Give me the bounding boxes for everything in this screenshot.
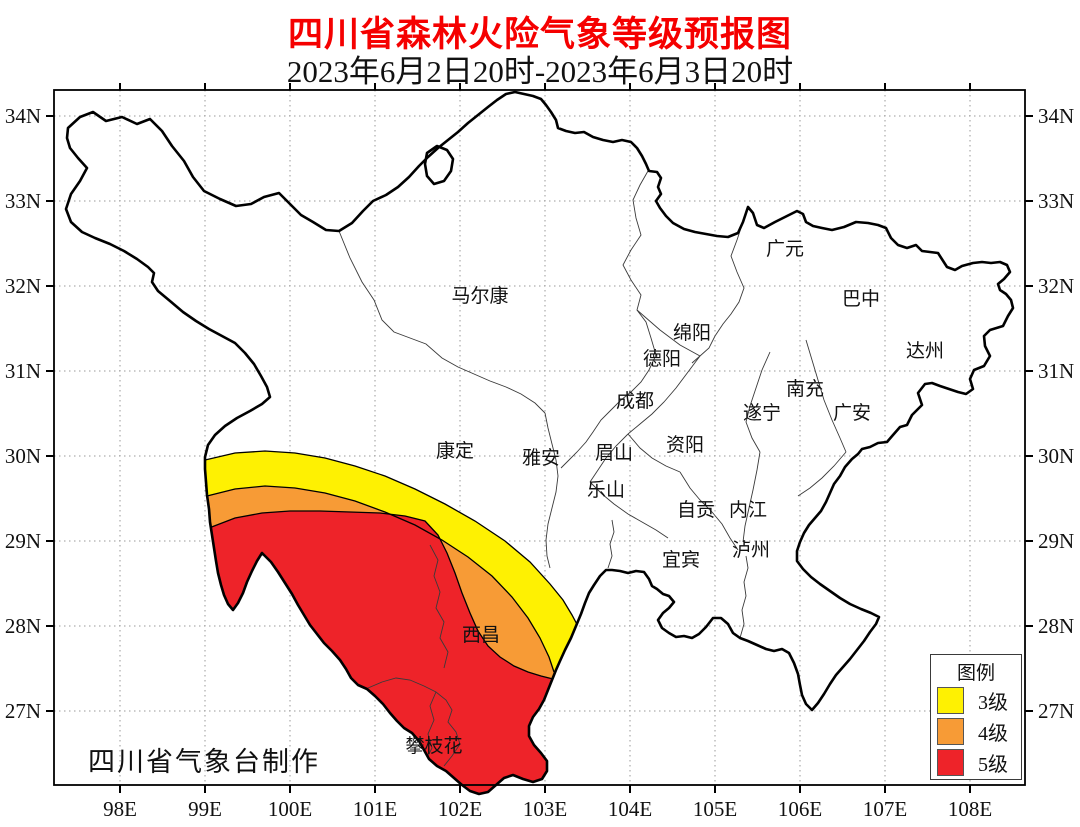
x-axis-label: 105E bbox=[693, 797, 737, 821]
city-label: 成都 bbox=[616, 390, 654, 412]
legend-swatch bbox=[937, 749, 964, 776]
axis-ticks bbox=[46, 83, 1033, 793]
x-axis-label: 107E bbox=[863, 797, 907, 821]
city-label: 西昌 bbox=[462, 624, 500, 646]
y-axis-label-right: 34N bbox=[1038, 104, 1074, 128]
city-label: 自贡 bbox=[677, 499, 715, 521]
y-axis-label-left: 28N bbox=[5, 614, 41, 638]
legend-swatch bbox=[937, 687, 964, 714]
prefecture-borders bbox=[338, 170, 847, 767]
y-axis-label-left: 31N bbox=[5, 359, 41, 383]
risk-zone-level4-edge bbox=[206, 485, 555, 673]
y-axis-label-right: 27N bbox=[1038, 699, 1074, 723]
legend-label: 5级 bbox=[978, 754, 1008, 776]
city-label: 巴中 bbox=[842, 288, 880, 310]
y-axis-label-left: 32N bbox=[5, 274, 41, 298]
city-label: 遂宁 bbox=[743, 402, 781, 424]
legend-label: 4级 bbox=[978, 723, 1008, 745]
legend: 图例 3级 4级 5级 bbox=[930, 654, 1022, 780]
page-title: 四川省森林火险气象等级预报图 bbox=[287, 15, 792, 54]
risk-zone-level5-edge bbox=[208, 510, 554, 680]
x-axis-label: 98E bbox=[103, 797, 137, 821]
city-label: 眉山 bbox=[595, 442, 633, 464]
city-label: 宜宾 bbox=[662, 549, 700, 571]
legend-swatch bbox=[937, 718, 964, 745]
city-label: 康定 bbox=[436, 440, 474, 462]
page-subtitle: 2023年6月2日20时-2023年6月3日20时 bbox=[286, 54, 794, 89]
attribution-text: 四川省气象台制作 bbox=[88, 747, 320, 778]
y-axis-label-left: 29N bbox=[5, 529, 41, 553]
city-label: 内江 bbox=[729, 499, 767, 521]
city-label: 攀枝花 bbox=[405, 735, 462, 757]
city-label: 泸州 bbox=[732, 539, 770, 561]
city-label: 乐山 bbox=[587, 479, 625, 501]
city-label: 广安 bbox=[833, 402, 871, 424]
city-label: 绵阳 bbox=[673, 322, 711, 344]
map-frame bbox=[53, 89, 1026, 786]
y-axis-label-right: 32N bbox=[1038, 274, 1074, 298]
city-label: 广元 bbox=[766, 238, 804, 260]
x-axis-label: 102E bbox=[438, 797, 482, 821]
x-axis-label: 99E bbox=[188, 797, 222, 821]
x-axis-label: 103E bbox=[523, 797, 567, 821]
y-axis-label-right: 31N bbox=[1038, 359, 1074, 383]
x-axis-label: 104E bbox=[608, 797, 652, 821]
legend-item: 3级 bbox=[937, 685, 1021, 716]
city-label: 达州 bbox=[906, 340, 944, 362]
x-axis-label: 108E bbox=[948, 797, 992, 821]
border-enclave-loop bbox=[423, 144, 455, 186]
y-axis-label-left: 33N bbox=[5, 189, 41, 213]
y-axis-label-right: 28N bbox=[1038, 614, 1074, 638]
x-axis-label: 106E bbox=[778, 797, 822, 821]
province-boundary bbox=[64, 90, 1015, 796]
axis-tick-labels: 98E 99E 100E 101E 102E 103E 104E 105E 106E 107E 10… bbox=[5, 104, 1074, 821]
city-label: 南充 bbox=[786, 378, 824, 400]
y-axis-label-right: 33N bbox=[1038, 189, 1074, 213]
x-axis-label: 100E bbox=[268, 797, 312, 821]
x-axis-label: 101E bbox=[353, 797, 397, 821]
y-axis-label-left: 34N bbox=[5, 104, 41, 128]
legend-label: 3级 bbox=[978, 692, 1008, 714]
y-axis-label-right: 29N bbox=[1038, 529, 1074, 553]
city-label: 德阳 bbox=[643, 348, 681, 370]
risk-zone-level3-edge bbox=[204, 450, 592, 656]
legend-item: 4级 bbox=[937, 716, 1021, 747]
legend-title: 图例 bbox=[956, 662, 995, 684]
city-label: 雅安 bbox=[522, 447, 560, 469]
y-axis-label-right: 30N bbox=[1038, 444, 1074, 468]
y-axis-label-left: 27N bbox=[5, 699, 41, 723]
legend-item: 5级 bbox=[937, 747, 1021, 778]
city-label: 资阳 bbox=[666, 434, 704, 456]
city-label: 马尔康 bbox=[451, 285, 508, 307]
y-axis-label-left: 30N bbox=[5, 444, 41, 468]
